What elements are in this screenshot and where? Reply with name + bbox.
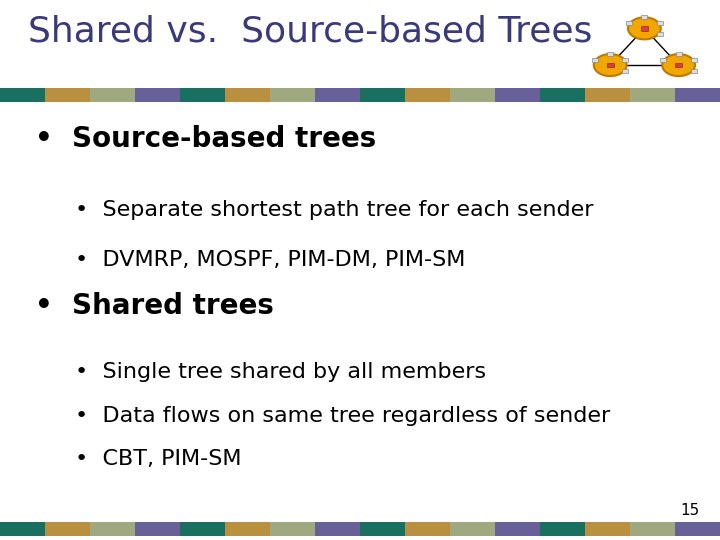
Text: •  Source-based trees: • Source-based trees — [35, 125, 377, 153]
Text: Shared vs.  Source-based Trees: Shared vs. Source-based Trees — [28, 15, 593, 49]
Bar — [360, 522, 405, 536]
Bar — [405, 88, 450, 102]
Bar — [225, 88, 270, 102]
Text: •  Single tree shared by all members: • Single tree shared by all members — [75, 362, 486, 382]
Bar — [45, 522, 90, 536]
Bar — [642, 16, 647, 19]
Bar — [135, 88, 180, 102]
Bar — [450, 88, 495, 102]
Bar — [225, 522, 270, 536]
Circle shape — [662, 54, 695, 76]
Bar — [675, 88, 720, 102]
Bar — [622, 58, 629, 62]
Bar — [540, 88, 585, 102]
Bar — [270, 522, 315, 536]
Bar — [450, 522, 495, 536]
Bar — [45, 88, 90, 102]
Bar — [657, 21, 662, 25]
Bar — [675, 522, 720, 536]
Circle shape — [594, 54, 626, 76]
Text: •  CBT, PIM-SM: • CBT, PIM-SM — [75, 449, 241, 469]
Text: 15: 15 — [680, 503, 700, 518]
Bar — [630, 522, 675, 536]
Bar — [0, 522, 45, 536]
Bar — [690, 58, 697, 62]
Bar — [607, 63, 613, 68]
Bar — [90, 88, 135, 102]
Text: •  Data flows on same tree regardless of sender: • Data flows on same tree regardless of … — [75, 406, 611, 426]
Bar — [495, 522, 540, 536]
Bar — [315, 522, 360, 536]
Bar — [135, 522, 180, 536]
Bar — [405, 522, 450, 536]
Bar — [622, 69, 629, 72]
Bar — [675, 63, 682, 68]
Bar — [607, 52, 613, 56]
Bar — [180, 522, 225, 536]
Circle shape — [628, 17, 661, 39]
Bar — [90, 522, 135, 536]
Bar — [180, 88, 225, 102]
Text: •  DVMRP, MOSPF, PIM-DM, PIM-SM: • DVMRP, MOSPF, PIM-DM, PIM-SM — [75, 250, 465, 270]
Bar — [641, 26, 648, 31]
Bar — [270, 88, 315, 102]
Bar — [675, 52, 682, 56]
Bar — [0, 88, 45, 102]
Bar — [626, 21, 632, 25]
Text: •  Separate shortest path tree for each sender: • Separate shortest path tree for each s… — [75, 200, 593, 220]
Bar — [630, 88, 675, 102]
Bar — [660, 58, 667, 62]
Bar — [495, 88, 540, 102]
Bar — [592, 58, 598, 62]
Bar — [360, 88, 405, 102]
Bar — [585, 88, 630, 102]
Bar — [690, 69, 697, 72]
Bar — [315, 88, 360, 102]
Bar — [657, 32, 662, 36]
Text: •  Shared trees: • Shared trees — [35, 292, 274, 320]
Bar — [585, 522, 630, 536]
Bar — [540, 522, 585, 536]
